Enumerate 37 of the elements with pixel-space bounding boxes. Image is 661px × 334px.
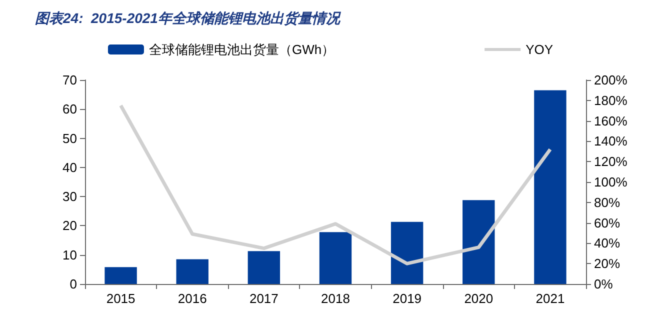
x-tick-label: 2020 (464, 291, 494, 306)
bar (534, 90, 566, 284)
y2-tick-label: 60% (594, 215, 620, 230)
y-tick-label: 20 (62, 218, 77, 234)
legend-label: YOY (526, 42, 554, 57)
y2-tick-label: 0% (594, 276, 614, 292)
bar (319, 232, 352, 284)
y-tick-label: 70 (62, 72, 77, 88)
y2-tick-label: 80% (594, 194, 620, 210)
y2-tick-label: 140% (594, 134, 628, 149)
x-tick-label: 2018 (321, 291, 350, 306)
y2-tick-label: 200% (594, 72, 628, 88)
y2-tick-label: 120% (594, 154, 628, 170)
y-tick-label: 60 (62, 102, 77, 117)
x-tick-label: 2019 (392, 291, 422, 306)
y-tick-label: 40 (62, 160, 77, 175)
line-series (119, 104, 552, 266)
bar (176, 259, 208, 284)
x-tick-label: 2017 (249, 291, 278, 306)
x-tick-label: 2021 (536, 291, 565, 306)
y-tick-label: 30 (62, 189, 77, 204)
y2-tick-label: 100% (594, 174, 628, 190)
x-tick-label: 2016 (178, 291, 207, 306)
bar (390, 222, 424, 284)
y2-tick-label: 20% (594, 256, 620, 272)
y-tick-label: 0 (70, 276, 77, 292)
bar (248, 251, 280, 284)
y2-tick-label: 40% (594, 236, 620, 251)
y-tick-label: 50 (62, 130, 77, 146)
x-tick-label: 2015 (106, 291, 136, 306)
bar (462, 200, 495, 284)
y2-tick-label: 160% (594, 113, 628, 128)
bar (104, 267, 137, 284)
y-tick-label: 10 (62, 247, 77, 262)
y2-tick-label: 180% (594, 92, 628, 108)
chart-title: 图表24: 2015-2021年全球储能锂电池出货量情况 (35, 10, 342, 26)
legend-label: 全球储能锂电池出货量（GWh） (148, 42, 335, 57)
